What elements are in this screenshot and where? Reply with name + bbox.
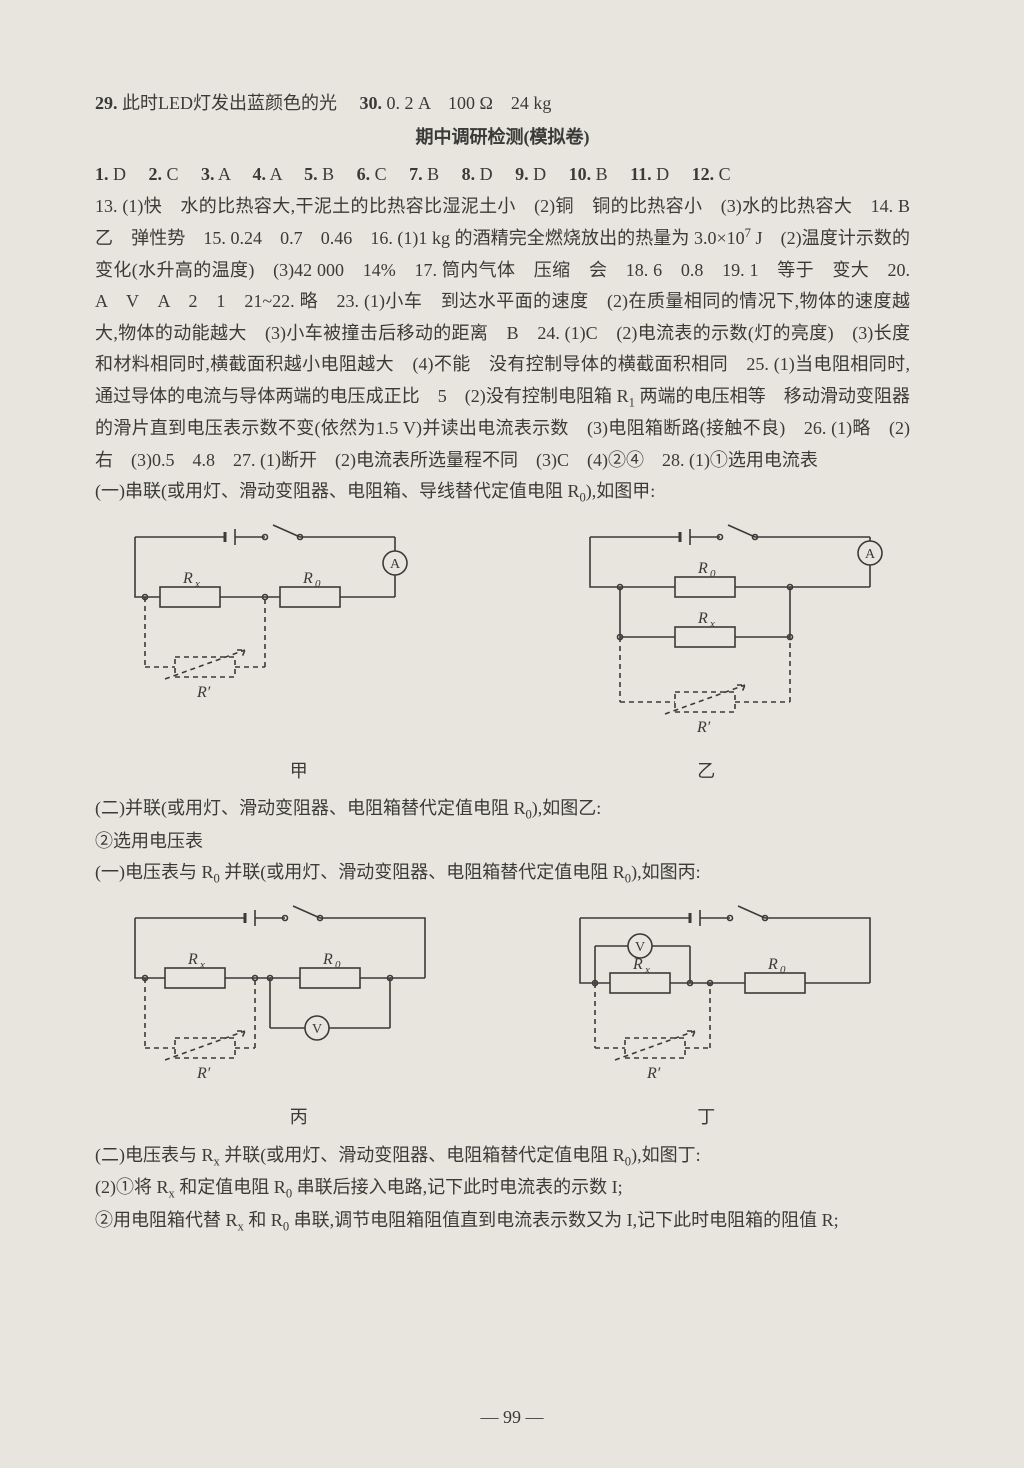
svg-text:0: 0 xyxy=(710,568,716,580)
q30-num: 30. xyxy=(360,93,383,113)
txt: (一)电压表与 R xyxy=(95,862,214,882)
mc-a: C xyxy=(375,164,387,184)
txt: ),如图丁: xyxy=(631,1145,701,1165)
txt: ),如图乙: xyxy=(532,798,602,818)
svg-text:R: R xyxy=(182,570,193,587)
mc-a: D xyxy=(533,164,546,184)
txt: ),如图甲: xyxy=(586,481,656,501)
mc-n: 12. xyxy=(692,164,715,184)
line-volt-r0: (一)电压表与 R0 并联(或用灯、滑动变阻器、电阻箱替代定值电阻 R0),如图… xyxy=(95,857,910,890)
circuit-bing: Rx R0 V xyxy=(105,898,455,1098)
svg-text:V: V xyxy=(312,1022,322,1037)
mc-n: 1. xyxy=(95,164,109,184)
page-number: — 99 — xyxy=(0,1407,1024,1428)
p1b: J (2)温度计示数的变化(水升高的温度) (3)42 000 14% 17. … xyxy=(95,228,910,406)
svg-text:0: 0 xyxy=(335,959,341,971)
mc-n: 3. xyxy=(201,164,215,184)
line-29-30: 29. 此时LED灯发出蓝颜色的光 30. 0. 2 A 100 Ω 24 kg xyxy=(95,88,910,120)
svg-text:R: R xyxy=(767,956,778,973)
svg-text:R: R xyxy=(697,610,708,627)
mc-n: 5. xyxy=(304,164,318,184)
mc-a: D xyxy=(480,164,493,184)
svg-text:R′: R′ xyxy=(196,684,211,701)
mc-n: 6. xyxy=(357,164,371,184)
line-step-1: (2)①将 Rx 和定值电阻 R0 串联后接入电路,记下此时电流表的示数 I; xyxy=(95,1172,910,1205)
circuit-jia: Rx R0 A xyxy=(105,517,425,712)
mc-n: 2. xyxy=(149,164,163,184)
caption-jia: 甲 xyxy=(95,756,503,788)
q29-text: 此时LED灯发出蓝颜色的光 xyxy=(122,93,337,113)
mc-a: B xyxy=(596,164,608,184)
diagram-row-1: Rx R0 A xyxy=(95,517,910,752)
circuit-ding: Rx R0 V xyxy=(550,898,900,1098)
mc-a: D xyxy=(656,164,669,184)
svg-text:R: R xyxy=(697,560,708,577)
txt: (一)串联(或用灯、滑动变阻器、电阻箱、导线替代定值电阻 R xyxy=(95,481,580,501)
q30-text: 0. 2 A 100 Ω 24 kg xyxy=(387,93,552,113)
mc-a: A xyxy=(218,164,230,184)
circuit-yi: R0 A Rx xyxy=(560,517,900,752)
caption-yi: 乙 xyxy=(503,756,911,788)
txt: (2)①将 R xyxy=(95,1177,169,1197)
txt: 串联后接入电路,记下此时电流表的示数 I; xyxy=(292,1177,623,1197)
mc-a: B xyxy=(322,164,334,184)
mc-a: A xyxy=(270,164,282,184)
svg-text:V: V xyxy=(635,940,645,955)
mc-a: C xyxy=(167,164,179,184)
section-title: 期中调研检测(模拟卷) xyxy=(95,122,910,154)
mc-n: 8. xyxy=(462,164,476,184)
svg-text:R: R xyxy=(322,951,333,968)
txt: 和 R xyxy=(244,1210,283,1230)
mc-a: D xyxy=(113,164,126,184)
mc-a: B xyxy=(427,164,439,184)
svg-text:0: 0 xyxy=(780,964,786,976)
txt: 并联(或用灯、滑动变阻器、电阻箱替代定值电阻 R xyxy=(220,1145,625,1165)
page-content: 29. 此时LED灯发出蓝颜色的光 30. 0. 2 A 100 Ω 24 kg… xyxy=(95,88,910,1237)
mc-n: 11. xyxy=(630,164,652,184)
svg-text:0: 0 xyxy=(315,578,321,590)
svg-text:R′: R′ xyxy=(646,1065,661,1082)
q29-num: 29. xyxy=(95,93,118,113)
line-parallel-b: (二)并联(或用灯、滑动变阻器、电阻箱替代定值电阻 R0),如图乙: xyxy=(95,793,910,826)
caption-row-1: 甲 乙 xyxy=(95,756,910,788)
line-voltmeter: ②选用电压表 xyxy=(95,826,910,858)
svg-text:x: x xyxy=(199,959,205,971)
caption-bing: 丙 xyxy=(95,1102,503,1134)
svg-text:A: A xyxy=(865,547,876,562)
svg-text:R′: R′ xyxy=(196,1065,211,1082)
txt: 和定值电阻 R xyxy=(175,1177,286,1197)
txt: 并联(或用灯、滑动变阻器、电阻箱替代定值电阻 R xyxy=(220,862,625,882)
svg-text:R′: R′ xyxy=(696,719,711,736)
line-series-a: (一)串联(或用灯、滑动变阻器、电阻箱、导线替代定值电阻 R0),如图甲: xyxy=(95,476,910,509)
mc-a: C xyxy=(719,164,731,184)
line-step-2: ②用电阻箱代替 Rx 和 R0 串联,调节电阻箱阻值直到电流表示数又为 I,记下… xyxy=(95,1205,910,1238)
txt: ②用电阻箱代替 R xyxy=(95,1210,238,1230)
line-volt-rx: (二)电压表与 Rx 并联(或用灯、滑动变阻器、电阻箱替代定值电阻 R0),如图… xyxy=(95,1140,910,1173)
svg-text:A: A xyxy=(390,557,401,572)
txt: 串联,调节电阻箱阻值直到电流表示数又为 I,记下此时电阻箱的阻值 R; xyxy=(289,1210,839,1230)
caption-row-2: 丙 丁 xyxy=(95,1102,910,1134)
svg-text:R: R xyxy=(302,570,313,587)
main-para: 13. (1)快 水的比热容大,干泥土的比热容比湿泥土小 (2)铜 铜的比热容小… xyxy=(95,191,910,477)
mc-n: 10. xyxy=(569,164,592,184)
caption-ding: 丁 xyxy=(503,1102,911,1134)
mc-answers: 1. D 2. C 3. A 4. A 5. B 6. C 7. B 8. D … xyxy=(95,159,910,191)
txt: (二)电压表与 R xyxy=(95,1145,214,1165)
svg-text:x: x xyxy=(709,618,715,630)
svg-text:R: R xyxy=(187,951,198,968)
txt: ),如图丙: xyxy=(631,862,701,882)
mc-n: 4. xyxy=(253,164,267,184)
txt: (二)并联(或用灯、滑动变阻器、电阻箱替代定值电阻 R xyxy=(95,798,526,818)
diagram-row-2: Rx R0 V xyxy=(95,898,910,1098)
mc-n: 9. xyxy=(515,164,529,184)
svg-text:x: x xyxy=(644,964,650,976)
mc-n: 7. xyxy=(409,164,423,184)
svg-text:x: x xyxy=(194,578,200,590)
